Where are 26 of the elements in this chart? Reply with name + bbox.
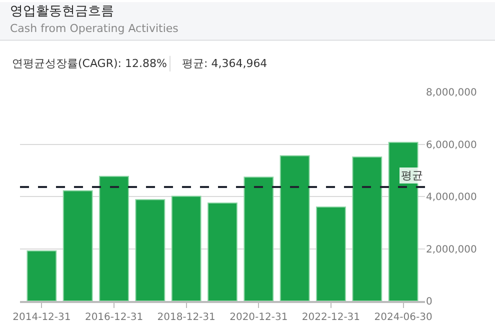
- x-tick-label: 2022-12-31: [302, 312, 360, 323]
- bar: [62, 190, 93, 301]
- x-tick-label: 2018-12-31: [157, 312, 216, 323]
- bar: [208, 202, 238, 301]
- x-tick-label: 2016-12-31: [84, 312, 144, 323]
- text: 연평균성장률(CAGR): 12.88%: [12, 57, 167, 70]
- text: 평균: 4,364,964: [182, 57, 268, 70]
- bar: [99, 176, 129, 301]
- y-tick-label: 8,000,000: [426, 88, 477, 98]
- bar: [171, 196, 202, 301]
- bar: [280, 155, 310, 301]
- y-tick-label: 6,000,000: [426, 140, 477, 151]
- y-tick-label: 0: [426, 296, 432, 308]
- y-tick-label: 4,000,000: [426, 192, 477, 203]
- y-tick-label: 2,000,000: [426, 244, 477, 256]
- bar: [244, 176, 274, 301]
- bar: [26, 250, 57, 301]
- bar: [352, 156, 382, 301]
- ref-line-label: 평균: [401, 169, 423, 182]
- x-tick-label: 2014-12-31: [12, 312, 71, 323]
- chart-title: 영업활동현금흐름: [10, 4, 114, 19]
- bar: [135, 199, 166, 301]
- x-tick-label: 2020-12-31: [230, 312, 288, 323]
- bar: [316, 206, 346, 301]
- chart-subtitle: Cash from Operating Activities: [10, 22, 179, 35]
- x-tick-label: 2024-06-30: [374, 312, 432, 323]
